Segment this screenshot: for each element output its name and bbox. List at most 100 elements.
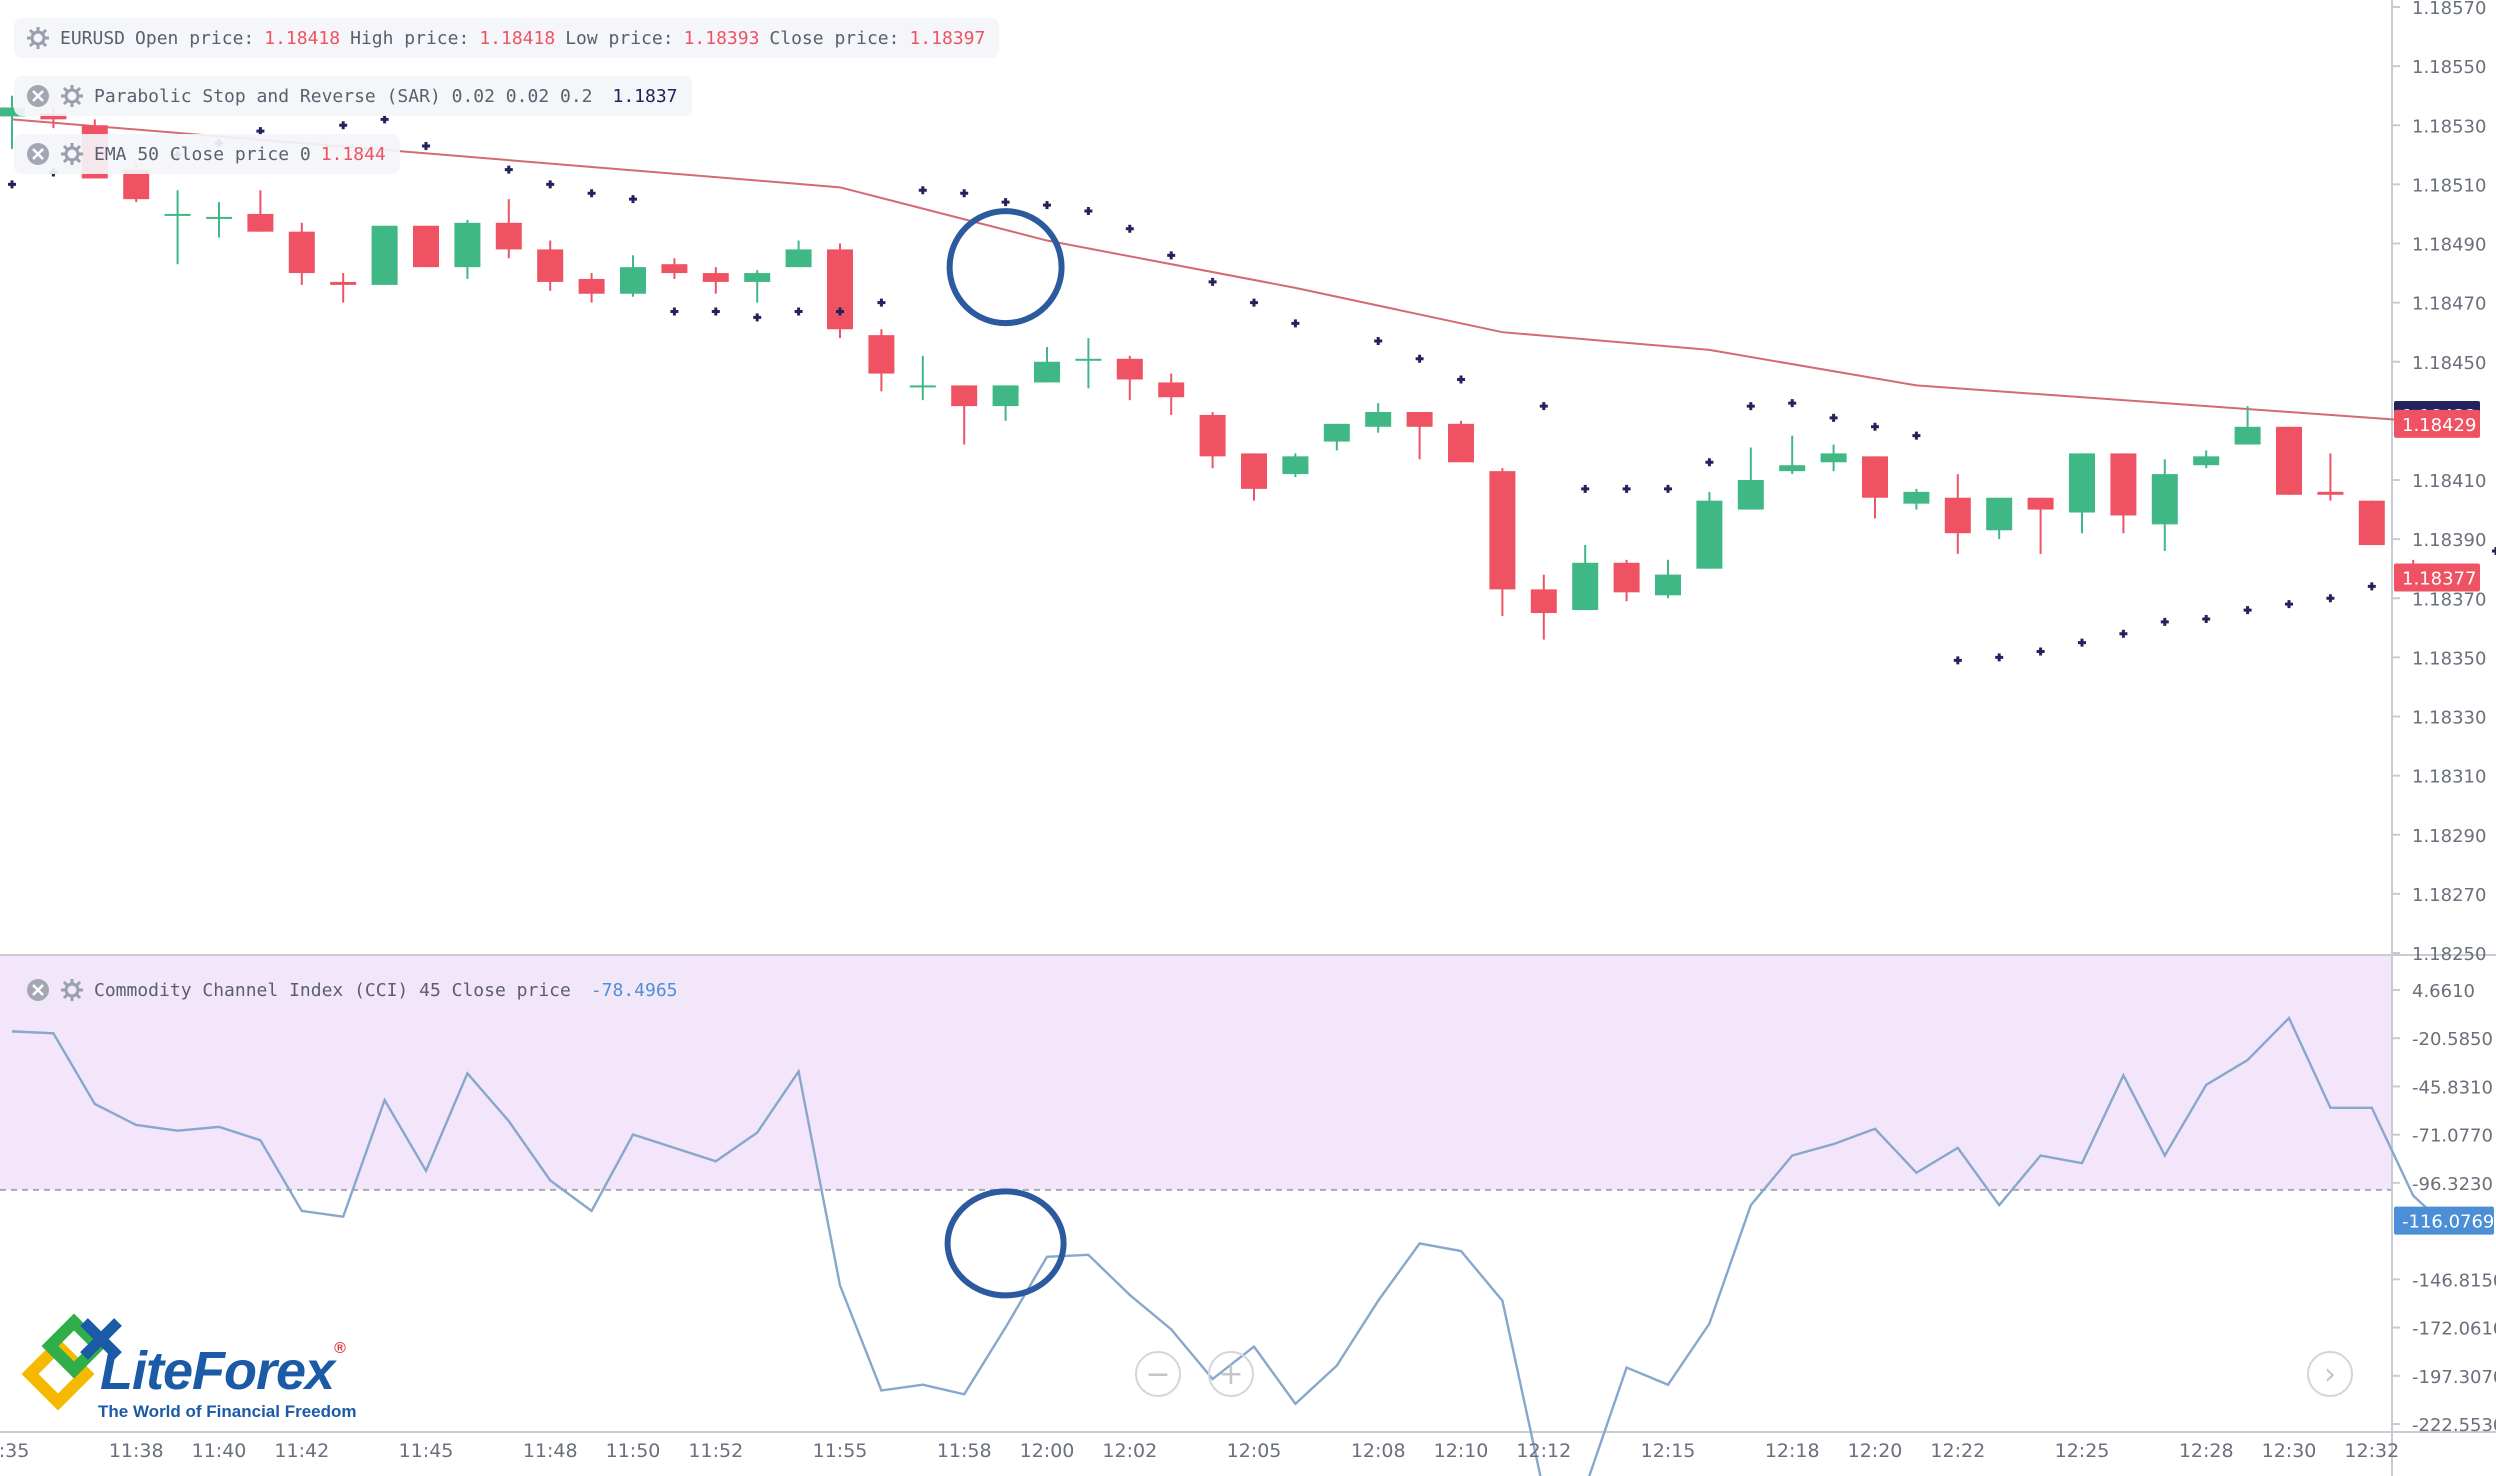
candle-body [1448,423,1474,463]
cci-legend: Commodity Channel Index (CCI) 45 Close p… [14,970,692,1010]
price-tick-label: 1.18470 [2412,294,2486,315]
price-tick-label: 1.18290 [2412,826,2486,847]
time-tick-label: 12:22 [1930,1440,1985,1462]
gear-icon[interactable] [60,142,84,166]
candle-body [454,222,481,268]
sar-dot [587,189,596,198]
sar-dot [1871,422,1879,431]
sar-dot [836,307,844,316]
sar-dot [1705,458,1714,467]
cci-tick-label: -172.0610 [2412,1319,2496,1340]
sar-dot [1084,206,1093,215]
ema-legend-name: EMA 50 Close price 0 [94,143,311,165]
zoom-out-button[interactable]: − [1135,1351,1181,1397]
time-tick-label: 12:15 [1641,1440,1696,1462]
candle [413,225,439,268]
candle [744,270,771,303]
time-tick-label: 11:48 [523,1440,578,1462]
sar-dot [1374,337,1383,346]
candle [2069,453,2095,534]
candle-body [2193,456,2220,466]
sar-dot [1581,484,1590,493]
candle-body [247,213,274,232]
cci-tick-label: -96.3230 [2412,1174,2493,1195]
candle-body [1323,423,1350,442]
candle-body [785,249,812,268]
candle-body [1158,382,1185,398]
sar-dot [1622,484,1631,493]
legend-low-value: 1.18393 [683,27,760,49]
sar-dot [2119,629,2128,638]
candle [495,199,522,259]
sar-dot [1043,201,1051,210]
price-tick-label: 1.18390 [2412,530,2486,551]
cci-tick-label: -197.3070 [2412,1367,2496,1388]
cci-legend-value: -78.4965 [590,979,678,1001]
candle-body [1489,471,1516,590]
sar-dot [1415,354,1424,363]
candle [785,240,812,268]
sar-dot [711,307,720,316]
candle-body [1075,358,1102,361]
legend-high-value: 1.18418 [479,27,556,49]
cci-tick-label: -222.5530 [2412,1415,2496,1436]
legend-symbol: EURUSD [60,27,126,49]
sar-dot [504,165,513,174]
main-legend: EURUSD Open price: 1.18418 High price: 1… [14,18,1000,58]
sar-dot [960,189,969,198]
candle-body [0,107,25,117]
candle-body [827,249,853,330]
legend-low-label: Low price: [565,27,674,49]
scroll-right-button[interactable]: › [2307,1351,2353,1397]
candle [2276,426,2302,495]
candle-body [206,216,232,219]
candle [1489,468,1516,616]
close-icon[interactable] [26,84,50,108]
sar-dot [8,180,16,189]
sar-dot [1208,277,1217,286]
gear-icon[interactable] [60,978,84,1002]
time-tick-label: 11:38 [109,1440,164,1462]
candle [454,219,481,279]
zoom-in-button[interactable]: + [1208,1351,1254,1397]
time-tick-label: 11:40 [192,1440,247,1462]
candle [909,355,936,401]
cci-tick-label: -45.8310 [2412,1077,2493,1098]
legend-open-label: Open price: [135,27,255,49]
sar-dot [256,127,265,136]
candle-body [413,225,439,268]
price-tag-box [2394,409,2480,438]
sar-dot [918,186,927,195]
liteforex-logo-mark-icon [21,1313,122,1411]
time-tick-label: 12:10 [1434,1440,1489,1462]
candle-body [371,225,398,285]
ema-legend-value: 1.1844 [320,143,386,165]
close-icon[interactable] [26,978,50,1002]
candle-body [1903,491,1930,504]
sar-dot [1953,656,1962,665]
candle [1075,338,1102,389]
candle [1406,412,1433,460]
candle [1530,574,1557,640]
sar-dot [1664,484,1672,493]
candle [827,243,853,339]
candle-body [620,267,646,294]
candle [1986,497,2013,540]
gear-icon[interactable] [60,84,84,108]
candle-body [702,273,729,282]
candle-body [992,385,1019,407]
sar-dot [2367,582,2376,591]
sar-dot [1829,413,1838,422]
candle-body [744,273,771,282]
candle [2317,453,2344,501]
candle-body [1986,497,2013,531]
sar-dot [2285,600,2293,609]
candle [1572,545,1599,611]
ema-line [11,118,2414,422]
candle-body [1034,361,1060,383]
close-icon[interactable] [26,142,50,166]
candle-body [1241,453,1267,489]
gear-icon[interactable] [26,26,50,50]
logo-tagline: The World of Financial Freedom [98,1402,357,1421]
sar-dot [1539,402,1548,411]
